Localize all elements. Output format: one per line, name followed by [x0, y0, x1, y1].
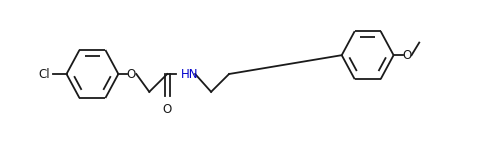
- Text: O: O: [402, 49, 411, 62]
- Text: O: O: [163, 103, 172, 116]
- Text: O: O: [126, 68, 136, 81]
- Text: HN: HN: [181, 68, 199, 81]
- Text: Cl: Cl: [38, 68, 50, 81]
